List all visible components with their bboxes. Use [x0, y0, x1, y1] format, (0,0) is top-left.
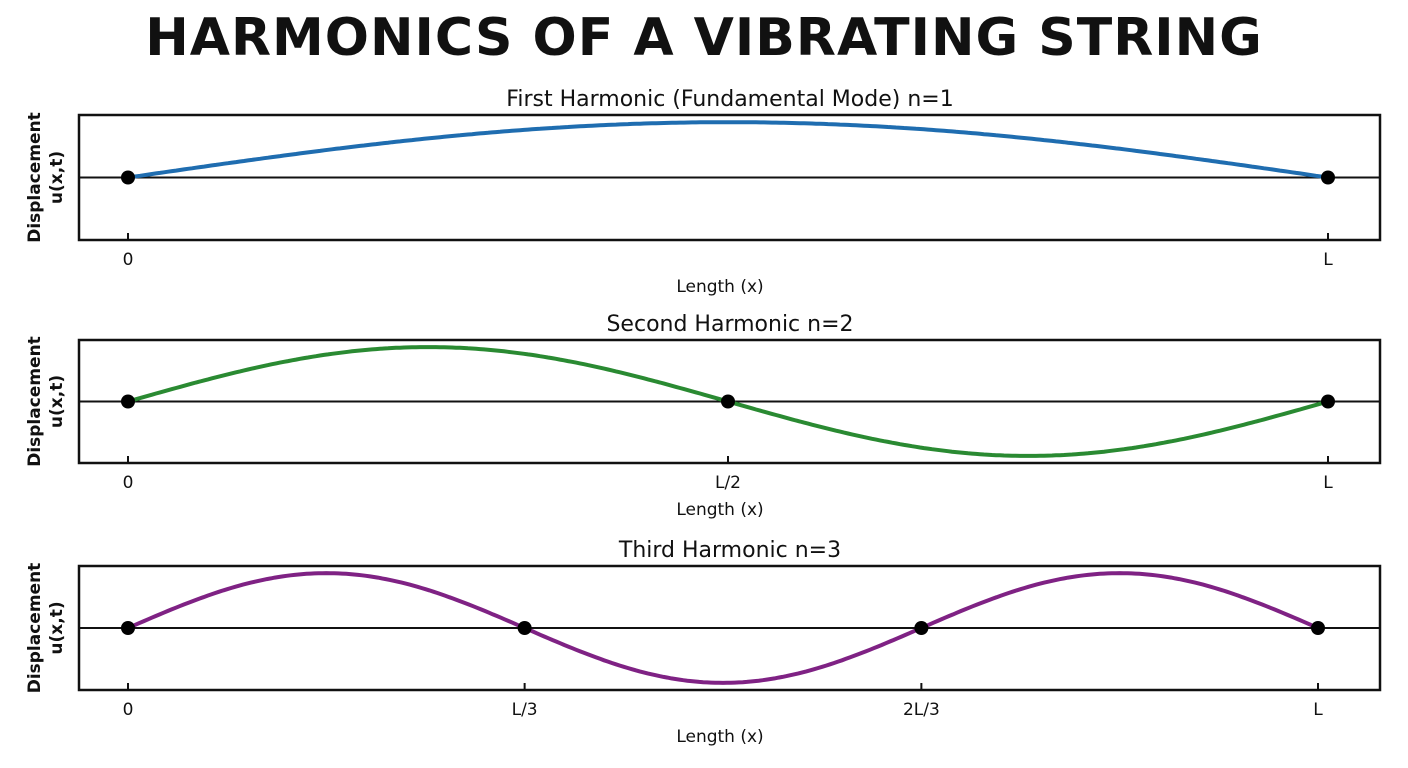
chart-title: HARMONICS OF A VIBRATING STRING [145, 8, 1263, 68]
panel-title: First Harmonic (Fundamental Mode) n=1 [506, 87, 953, 112]
x-tick-label: L [1323, 473, 1333, 493]
y-axis-label: Displacement u(x,t) [25, 563, 67, 694]
x-tick-label: L/2 [715, 473, 741, 493]
x-axis-label: Length (x) [676, 500, 763, 520]
x-tick-label: L [1313, 700, 1323, 720]
panel-title: Second Harmonic n=2 [606, 312, 853, 337]
y-axis-label-line: u(x,t) [47, 151, 67, 204]
node-point [721, 394, 735, 409]
y-axis-label-line: Displacement [25, 336, 45, 467]
node-point [1321, 170, 1335, 185]
node-point [1321, 394, 1335, 409]
x-axis-label: Length (x) [676, 727, 763, 747]
x-axis-label: Length (x) [676, 277, 763, 297]
y-axis-label-line: u(x,t) [47, 601, 67, 654]
node-point [517, 621, 532, 635]
y-axis-label: Displacement u(x,t) [25, 336, 67, 467]
panel-3: Third Harmonic n=3 0 L/3 2L/3 L Length (x) Dis… [25, 538, 1382, 747]
node-point [121, 170, 135, 185]
node-point [914, 621, 929, 635]
panel-1: First Harmonic (Fundamental Mode) n=1 0 L L… [25, 87, 1382, 297]
y-axis-label-line: Displacement [25, 112, 45, 243]
node-point [121, 621, 135, 635]
x-tick-label: L [1323, 250, 1333, 270]
panel-title: Third Harmonic n=3 [618, 538, 841, 563]
x-tick-label: 0 [123, 473, 134, 493]
panel-2: Second Harmonic n=2 0 L/2 L Length (x) Displa… [25, 312, 1382, 520]
node-point [121, 394, 135, 409]
y-axis-label-line: Displacement [25, 563, 45, 694]
series-line-n1 [126, 120, 1330, 180]
y-axis-label-line: u(x,t) [47, 375, 67, 428]
x-tick-label: 0 [123, 250, 134, 270]
series-line-n3 [126, 571, 1320, 685]
node-point [1311, 621, 1325, 635]
x-tick-label: 0 [123, 700, 134, 720]
x-tick-label: 2L/3 [903, 700, 940, 720]
x-tick-label: L/3 [512, 700, 538, 720]
y-axis-label: Displacement u(x,t) [25, 112, 67, 243]
